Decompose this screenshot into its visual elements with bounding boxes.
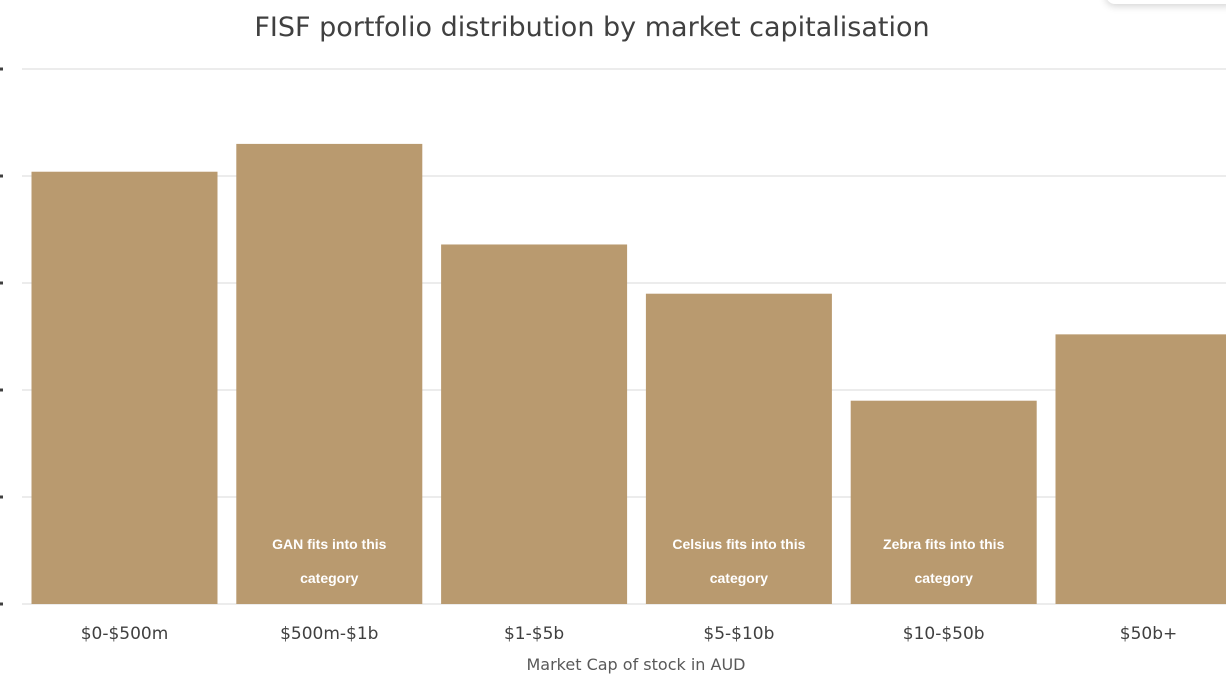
y-axis-ticks [0,67,3,606]
x-tick-label-5: $50b+ [1120,624,1177,644]
bar-0 [31,171,218,604]
bar-2 [441,244,628,605]
x-tick-label-1: $500m-$1b [280,624,378,644]
annotation-2-line-1: category [915,570,974,586]
bar-5 [1055,334,1226,604]
bar-3 [645,293,832,604]
x-axis-ticks: $0-$500m $500m-$1b $1-$5b $5-$10b $10-$50b $5… [81,624,1178,644]
bars [31,143,1226,605]
chart-title: FISF portfolio distribution by market ca… [254,12,929,43]
bar-1 [236,143,423,604]
window-edge-shadow [1106,0,1226,4]
x-tick-label-0: $0-$500m [81,624,169,644]
bar-4 [850,400,1037,604]
annotation-0-line-1: category [300,570,359,586]
x-tick-label-2: $1-$5b [504,624,564,644]
x-tick-label-3: $5-$10b [703,624,774,644]
annotation-2-line-0: Zebra fits into this [883,536,1005,552]
annotation-1-line-1: category [710,570,769,586]
annotation-1-line-0: Celsius fits into this [672,536,805,552]
x-axis-label: Market Cap of stock in AUD [526,655,745,674]
annotation-0-line-0: GAN fits into this [272,536,387,552]
x-tick-label-4: $10-$50b [903,624,985,644]
annotations: GAN fits into this category Celsius fits i… [272,536,1004,586]
